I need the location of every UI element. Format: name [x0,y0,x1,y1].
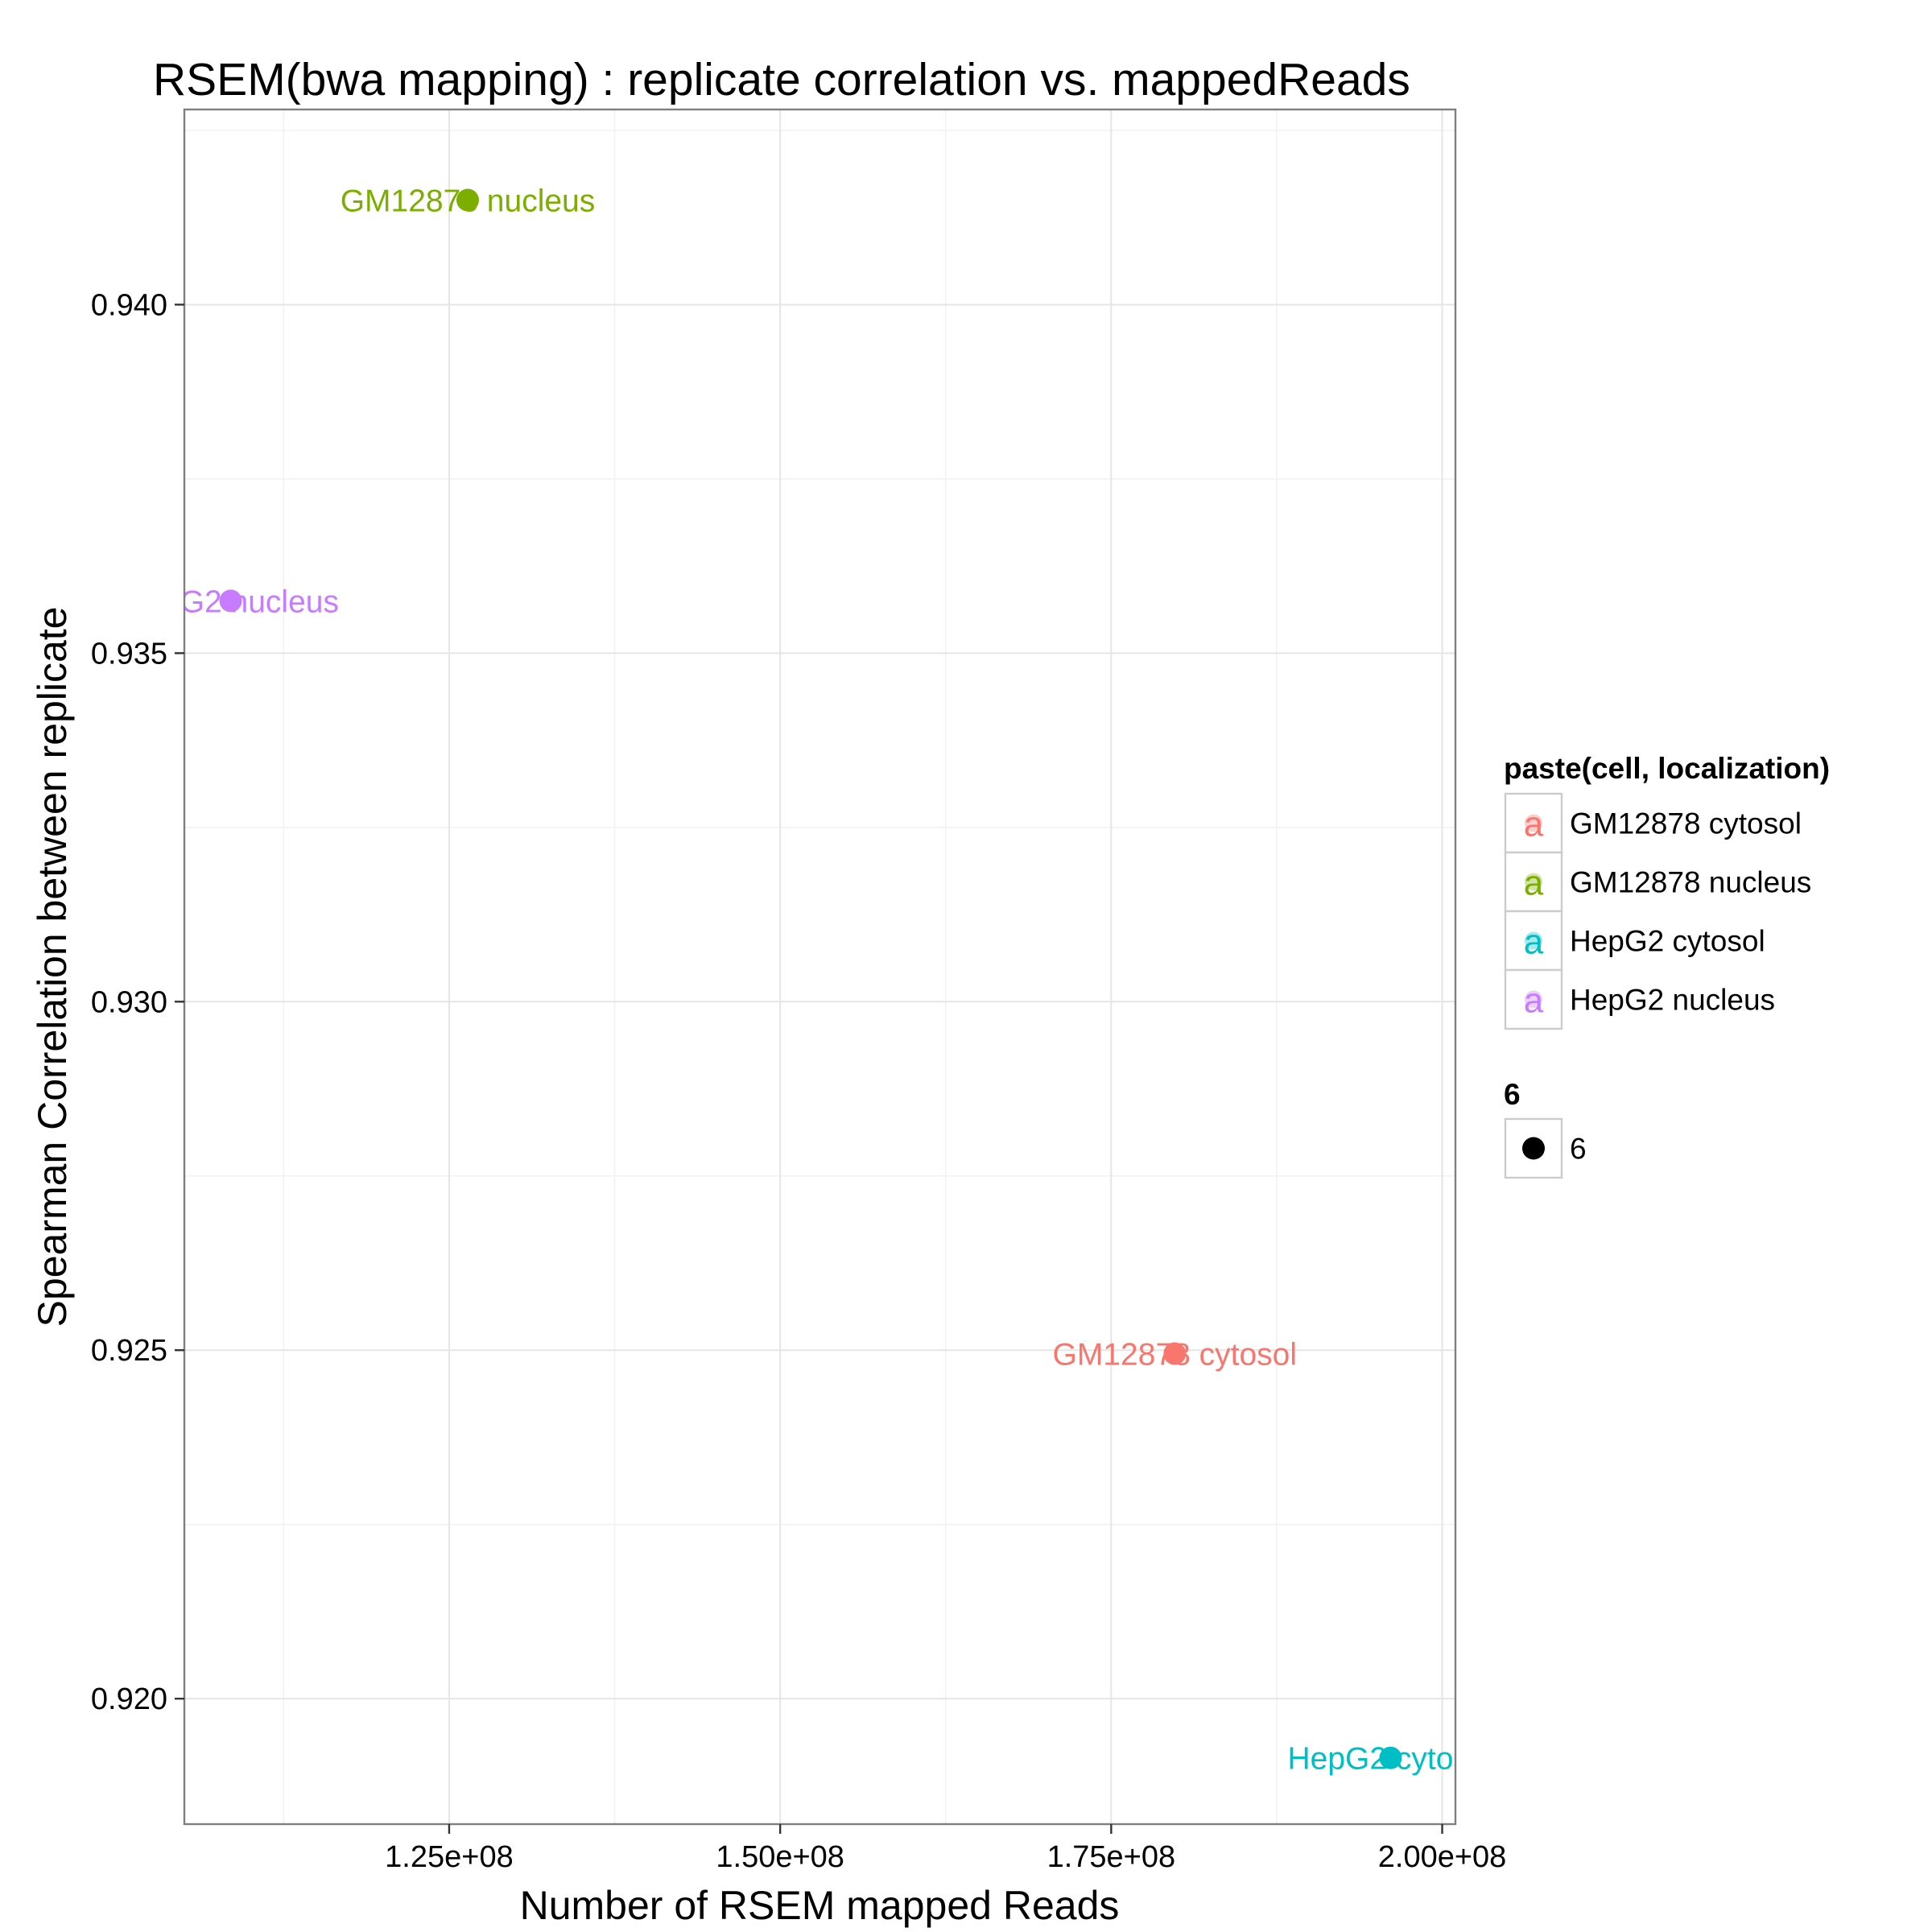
legend-key-point [1525,931,1542,950]
legend-item-label: HepG2 nucleus [1570,984,1775,1017]
x-tick-label: 1.25e+08 [385,1840,514,1874]
data-point [456,188,479,212]
y-tick-label: 0.925 [91,1334,167,1368]
chart-title: RSEM(bwa mapping) : replicate correlatio… [153,54,1410,105]
legend-item-label: GM12878 cytosol [1570,807,1802,840]
y-tick-label: 0.940 [91,288,167,322]
y-tick-label: 0.920 [91,1682,167,1716]
legend-size-title: 6 [1504,1078,1521,1111]
y-axis-title: Spearman Correlation between replicate [30,607,75,1327]
point-label: HepG2 cytosol [1288,1742,1494,1777]
legend-size-keys: 6 [1504,1117,1587,1179]
legend-key-point [1525,990,1542,1009]
legend-key-point [1525,873,1542,891]
legend-key-glyph: a [1524,981,1544,1021]
plot-panel-border [183,108,1457,1826]
legend-key-glyph: a [1524,805,1544,844]
data-point [1379,1746,1402,1769]
y-tick-label: 0.935 [91,637,167,671]
legend-key-glyph: a [1524,923,1544,962]
legend-key-glyph: a [1524,864,1544,903]
legend-item-label: HepG2 cytosol [1570,925,1765,958]
x-tick-label: 2.00e+08 [1378,1840,1507,1874]
y-axis: 0.920 0.925 0.930 0.935 0.940 [91,288,184,1716]
major-gridlines [184,109,1455,1824]
minor-gridlines [184,109,1455,1824]
point-label: HepG2 nucleus [122,584,339,619]
legend-key-box [1504,851,1563,913]
legend-key-box [1504,968,1563,1030]
x-tick-label: 1.50e+08 [716,1840,844,1874]
legend-item-label: 6 [1570,1133,1587,1166]
legend-key-box [1504,792,1563,854]
legend-color-keys: a GM12878 cytosol a GM12878 nucleus a HepG2 c… [1504,792,1811,1030]
y-tick-label: 0.930 [91,985,167,1019]
x-axis-title: Number of RSEM mapped Reads [520,1883,1120,1928]
legend-color-title: paste(cell, localization) [1504,752,1830,785]
legend-item-label: GM12878 nucleus [1570,866,1811,899]
legend-key-point [1525,814,1542,832]
x-tick-label: 1.75e+08 [1047,1840,1176,1874]
plot-panel-background [184,109,1455,1824]
legend-key-point [1522,1137,1545,1160]
data-point [1163,1342,1187,1365]
data-point [219,589,242,613]
x-axis: 1.25e+08 1.50e+08 1.75e+08 2.00e+08 [385,1824,1506,1874]
legend: paste(cell, localization) a GM12878 cytos… [1504,752,1830,1179]
